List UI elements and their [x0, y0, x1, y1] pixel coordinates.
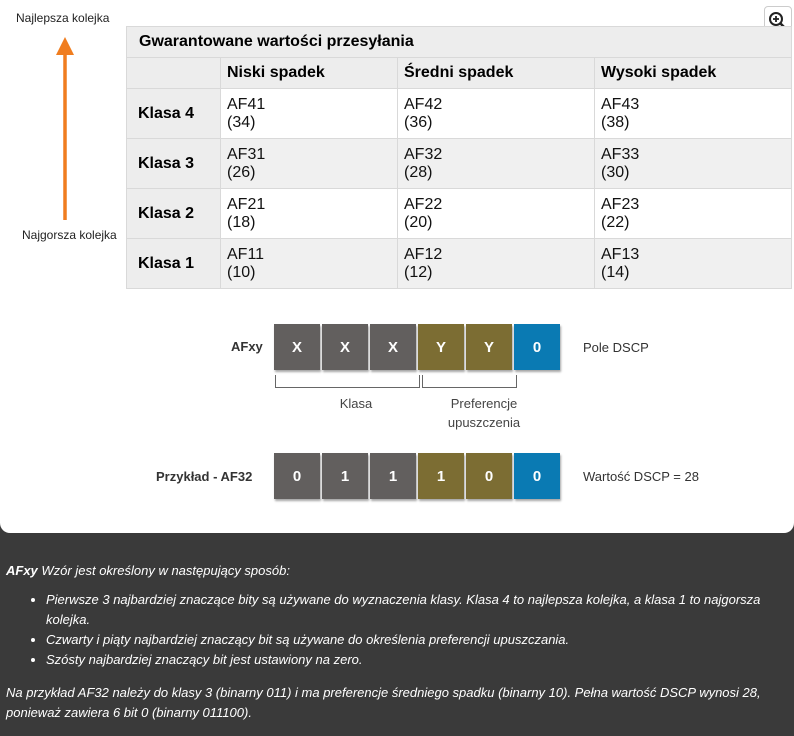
priority-arrow-icon — [56, 37, 74, 220]
table-cell: AF42 (36) — [397, 88, 595, 139]
list-item: Szósty najbardziej znaczący bit jest ust… — [46, 650, 788, 670]
table-cell: AF22 (20) — [397, 188, 595, 239]
table-cell: AF33 (30) — [594, 138, 792, 189]
intro-rest: Wzór jest określony w następujący sposób… — [37, 563, 290, 578]
table-row: Klasa 4 AF41 (34) AF42 (36) AF43 (38) — [126, 88, 792, 139]
row-header: Klasa 4 — [126, 88, 221, 139]
row-header: Klasa 2 — [126, 188, 221, 239]
explanation-text: AFxy Wzór jest określony w następujący s… — [6, 561, 788, 723]
class-bit: 0 — [274, 453, 320, 499]
table-title: Gwarantowane wartości przesyłania — [126, 26, 792, 58]
class-bit: X — [274, 324, 320, 370]
zero-bit: 0 — [514, 453, 560, 499]
drop-bit: Y — [466, 324, 512, 370]
column-header: Średni spadek — [397, 57, 595, 89]
example-paragraph: Na przykład AF32 należy do klasy 3 (bina… — [6, 685, 761, 720]
dscp-value-label: Wartość DSCP = 28 — [583, 469, 699, 484]
table-cell: AF43 (38) — [594, 88, 792, 139]
table-cell: AF13 (14) — [594, 238, 792, 289]
drop-bracket — [422, 375, 517, 388]
table-cell: AF12 (12) — [397, 238, 595, 289]
row-header: Klasa 1 — [126, 238, 221, 289]
zero-bit: 0 — [514, 324, 560, 370]
dscp-field-label: Pole DSCP — [583, 340, 649, 355]
class-bracket — [275, 375, 420, 388]
column-header: Niski spadek — [220, 57, 398, 89]
example-bit-field: 0 1 1 1 0 0 — [274, 453, 562, 499]
list-item: Czwarty i piąty najbardziej znaczący bit… — [46, 630, 788, 650]
class-bit: 1 — [370, 453, 416, 499]
example-label: Przykład - AF32 — [156, 469, 253, 484]
best-queue-label: Najlepsza kolejka — [16, 11, 110, 25]
class-bracket-label: Klasa — [339, 396, 373, 411]
class-bit: X — [322, 324, 368, 370]
figure-card: Najlepsza kolejka Najgorsza kolejka Gwar… — [0, 0, 794, 533]
intro-bold: AFxy — [6, 563, 38, 578]
drop-bit: Y — [418, 324, 464, 370]
list-item: Pierwsze 3 najbardziej znaczące bity są … — [46, 590, 788, 630]
row-header: Klasa 3 — [126, 138, 221, 189]
class-bit: X — [370, 324, 416, 370]
table-corner — [126, 57, 221, 89]
table-row: Klasa 3 AF31 (26) AF32 (28) AF33 (30) — [126, 138, 792, 189]
table-cell: AF32 (28) — [397, 138, 595, 189]
table-row: Klasa 2 AF21 (18) AF22 (20) AF23 (22) — [126, 188, 792, 239]
table-cell: AF41 (34) — [220, 88, 398, 139]
table-cell: AF21 (18) — [220, 188, 398, 239]
class-bit: 1 — [322, 453, 368, 499]
rules-list: Pierwsze 3 najbardziej znaczące bity są … — [6, 590, 788, 670]
intro-paragraph: AFxy Wzór jest określony w następujący s… — [6, 561, 788, 581]
drop-bit: 1 — [418, 453, 464, 499]
af-values-table: Gwarantowane wartości przesyłania Niski … — [126, 26, 792, 289]
column-header: Wysoki spadek — [594, 57, 792, 89]
afxy-bit-field: X X X Y Y 0 — [274, 324, 562, 370]
afxy-label: AFxy — [231, 339, 263, 354]
drop-bracket-label-line1: Preferencje — [450, 396, 518, 411]
table-cell: AF23 (22) — [594, 188, 792, 239]
worst-queue-label: Najgorsza kolejka — [22, 228, 117, 242]
table-cell: AF11 (10) — [220, 238, 398, 289]
drop-bit: 0 — [466, 453, 512, 499]
drop-bracket-label-line2: upuszczenia — [447, 415, 521, 430]
table-cell: AF31 (26) — [220, 138, 398, 189]
table-row: Klasa 1 AF11 (10) AF12 (12) AF13 (14) — [126, 238, 792, 289]
